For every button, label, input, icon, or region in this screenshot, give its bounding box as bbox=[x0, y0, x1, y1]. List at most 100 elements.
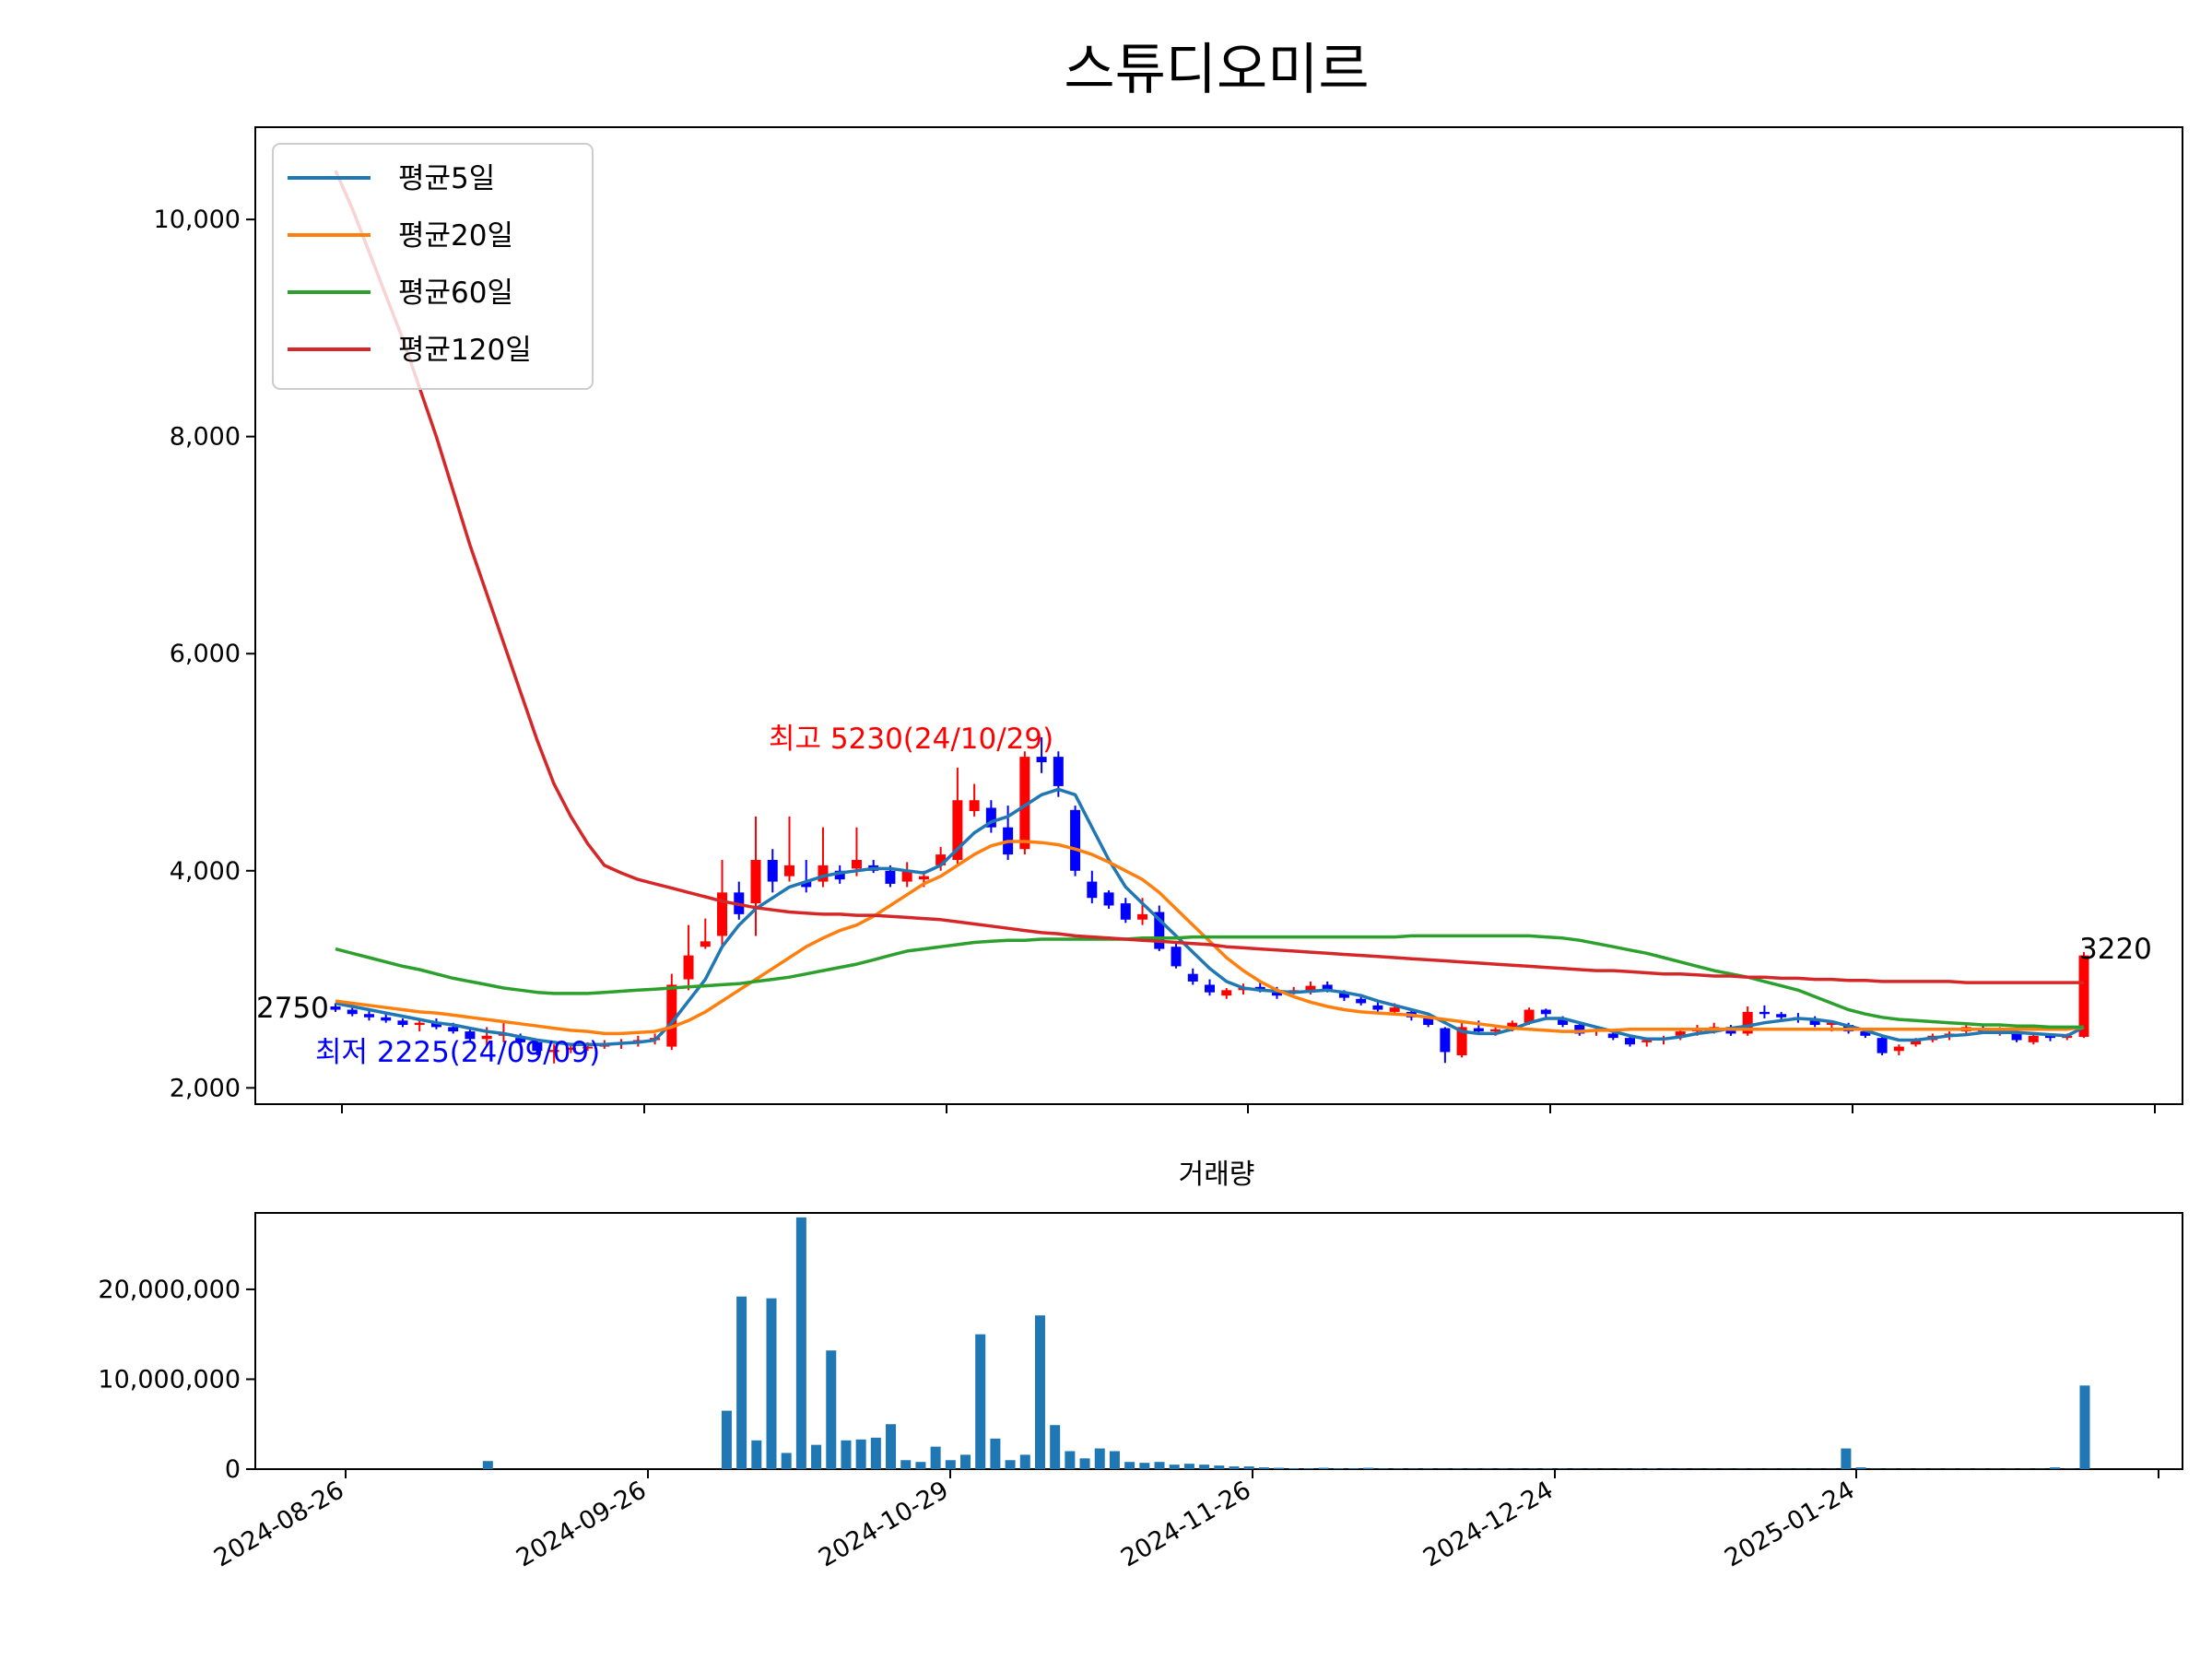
volume-bar bbox=[1318, 1467, 1329, 1469]
volume-bar bbox=[930, 1446, 941, 1469]
volume-title: 거래량 bbox=[1179, 1159, 1255, 1191]
candle-body bbox=[1877, 1038, 1888, 1053]
candle-body bbox=[2011, 1031, 2022, 1041]
candle-body bbox=[952, 800, 963, 860]
candle-body bbox=[1187, 973, 1198, 982]
volume-bar bbox=[1646, 1468, 1657, 1469]
chart-title: 스튜디오미르 bbox=[1064, 38, 1369, 102]
end-annotation: 3220 bbox=[2079, 933, 2152, 966]
candle-body bbox=[414, 1022, 425, 1026]
volume-bar bbox=[1050, 1425, 1061, 1469]
candle-body bbox=[1473, 1028, 1484, 1032]
volume-bar bbox=[1154, 1462, 1165, 1469]
volume-bar bbox=[2050, 1467, 2061, 1469]
volume-bar bbox=[1243, 1466, 1254, 1469]
volume-bar bbox=[2079, 1385, 2090, 1469]
candle-body bbox=[985, 807, 996, 828]
candle-body bbox=[1540, 1009, 1551, 1015]
date-tick-label: 2025-01-24 bbox=[1720, 1476, 1859, 1572]
volume-bar bbox=[1303, 1468, 1314, 1469]
candle-body bbox=[548, 1050, 559, 1053]
candle-body bbox=[448, 1027, 459, 1032]
volume-bar bbox=[841, 1440, 852, 1469]
candle-body bbox=[1776, 1014, 1787, 1018]
candle-body bbox=[1607, 1033, 1618, 1039]
candle-body bbox=[1558, 1018, 1569, 1026]
candle-body bbox=[1221, 990, 1232, 996]
legend-entry: 평균120일 bbox=[398, 334, 532, 367]
candle-body bbox=[582, 1046, 594, 1049]
price-ytick-label: 8,000 bbox=[170, 423, 241, 452]
volume-bar bbox=[900, 1460, 912, 1469]
candle-body bbox=[818, 865, 829, 882]
candle-body bbox=[1490, 1029, 1501, 1032]
candle-body bbox=[1625, 1038, 1636, 1045]
volume-bar bbox=[1348, 1468, 1359, 1469]
legend-entry: 평균5일 bbox=[398, 162, 495, 195]
candle-body bbox=[347, 1009, 358, 1015]
candle-body bbox=[2078, 955, 2089, 1037]
volume-bar bbox=[766, 1298, 777, 1469]
date-tick-label: 2024-10-29 bbox=[814, 1476, 953, 1572]
candles bbox=[330, 736, 2089, 1064]
volume-bar bbox=[990, 1438, 1001, 1469]
candle-body bbox=[1389, 1007, 1400, 1012]
candle-body bbox=[1507, 1022, 1518, 1030]
volume-bar bbox=[1019, 1454, 1030, 1469]
candle-body bbox=[801, 881, 812, 888]
candle-body bbox=[2045, 1035, 2056, 1039]
candle-body bbox=[767, 860, 778, 882]
candle-body bbox=[1675, 1031, 1686, 1036]
legend-entry: 평균60일 bbox=[398, 276, 513, 310]
start-annotation: 2750 bbox=[256, 992, 329, 1025]
volume-frame bbox=[254, 1212, 2183, 1470]
candle-body bbox=[430, 1022, 441, 1028]
candle-body bbox=[1305, 985, 1316, 991]
volume-bar bbox=[1124, 1462, 1135, 1469]
volume-bar bbox=[1169, 1465, 1180, 1469]
candle-body bbox=[1154, 912, 1165, 949]
candle-body bbox=[885, 870, 896, 884]
volume-bar bbox=[1199, 1465, 1210, 1469]
candle-body bbox=[1338, 992, 1349, 998]
volume-bar bbox=[960, 1454, 971, 1469]
candle-body bbox=[1524, 1009, 1535, 1023]
candle-body bbox=[1423, 1018, 1434, 1026]
volume-bar bbox=[1274, 1467, 1285, 1469]
candle-body bbox=[1641, 1040, 1653, 1042]
volume-bar bbox=[1005, 1460, 1016, 1469]
date-tick-label: 2024-12-24 bbox=[1418, 1476, 1558, 1572]
candle-body bbox=[1860, 1031, 1871, 1036]
candle-body bbox=[2028, 1035, 2039, 1042]
volume-bar bbox=[1855, 1467, 1866, 1469]
candle-body bbox=[1019, 757, 1030, 850]
volume-bar bbox=[1422, 1468, 1433, 1469]
ma120-line bbox=[334, 170, 2084, 984]
volume-ytick-label: 10,000,000 bbox=[98, 1365, 241, 1394]
volume-bar bbox=[1288, 1468, 1300, 1469]
volume-bar bbox=[915, 1462, 926, 1469]
candle-body bbox=[1070, 809, 1081, 871]
candle-body bbox=[1440, 1028, 1451, 1053]
candle-body bbox=[1120, 903, 1131, 920]
volume-bar bbox=[1542, 1468, 1553, 1469]
date-tick-label: 2024-09-26 bbox=[512, 1476, 651, 1572]
candle-body bbox=[1809, 1019, 1820, 1026]
volume-bar bbox=[870, 1437, 881, 1469]
candle-body bbox=[1759, 1011, 1770, 1015]
volume-bar bbox=[736, 1296, 747, 1469]
ma5-line bbox=[335, 787, 2085, 1046]
volume-bar bbox=[1378, 1468, 1389, 1469]
candle-body bbox=[381, 1017, 392, 1021]
candle-body bbox=[1356, 998, 1367, 1004]
low-annotation: 최저 2225(24/09/09) bbox=[315, 1036, 600, 1069]
candle-body bbox=[901, 870, 912, 882]
candle-body bbox=[397, 1020, 408, 1026]
candle-body bbox=[1742, 1011, 1753, 1034]
candle-body bbox=[1137, 913, 1148, 920]
candle-body bbox=[834, 870, 845, 880]
price-ytick-label: 6,000 bbox=[170, 640, 241, 668]
date-tick-label: 2024-11-26 bbox=[1116, 1476, 1255, 1572]
candle-body bbox=[1911, 1040, 1922, 1045]
